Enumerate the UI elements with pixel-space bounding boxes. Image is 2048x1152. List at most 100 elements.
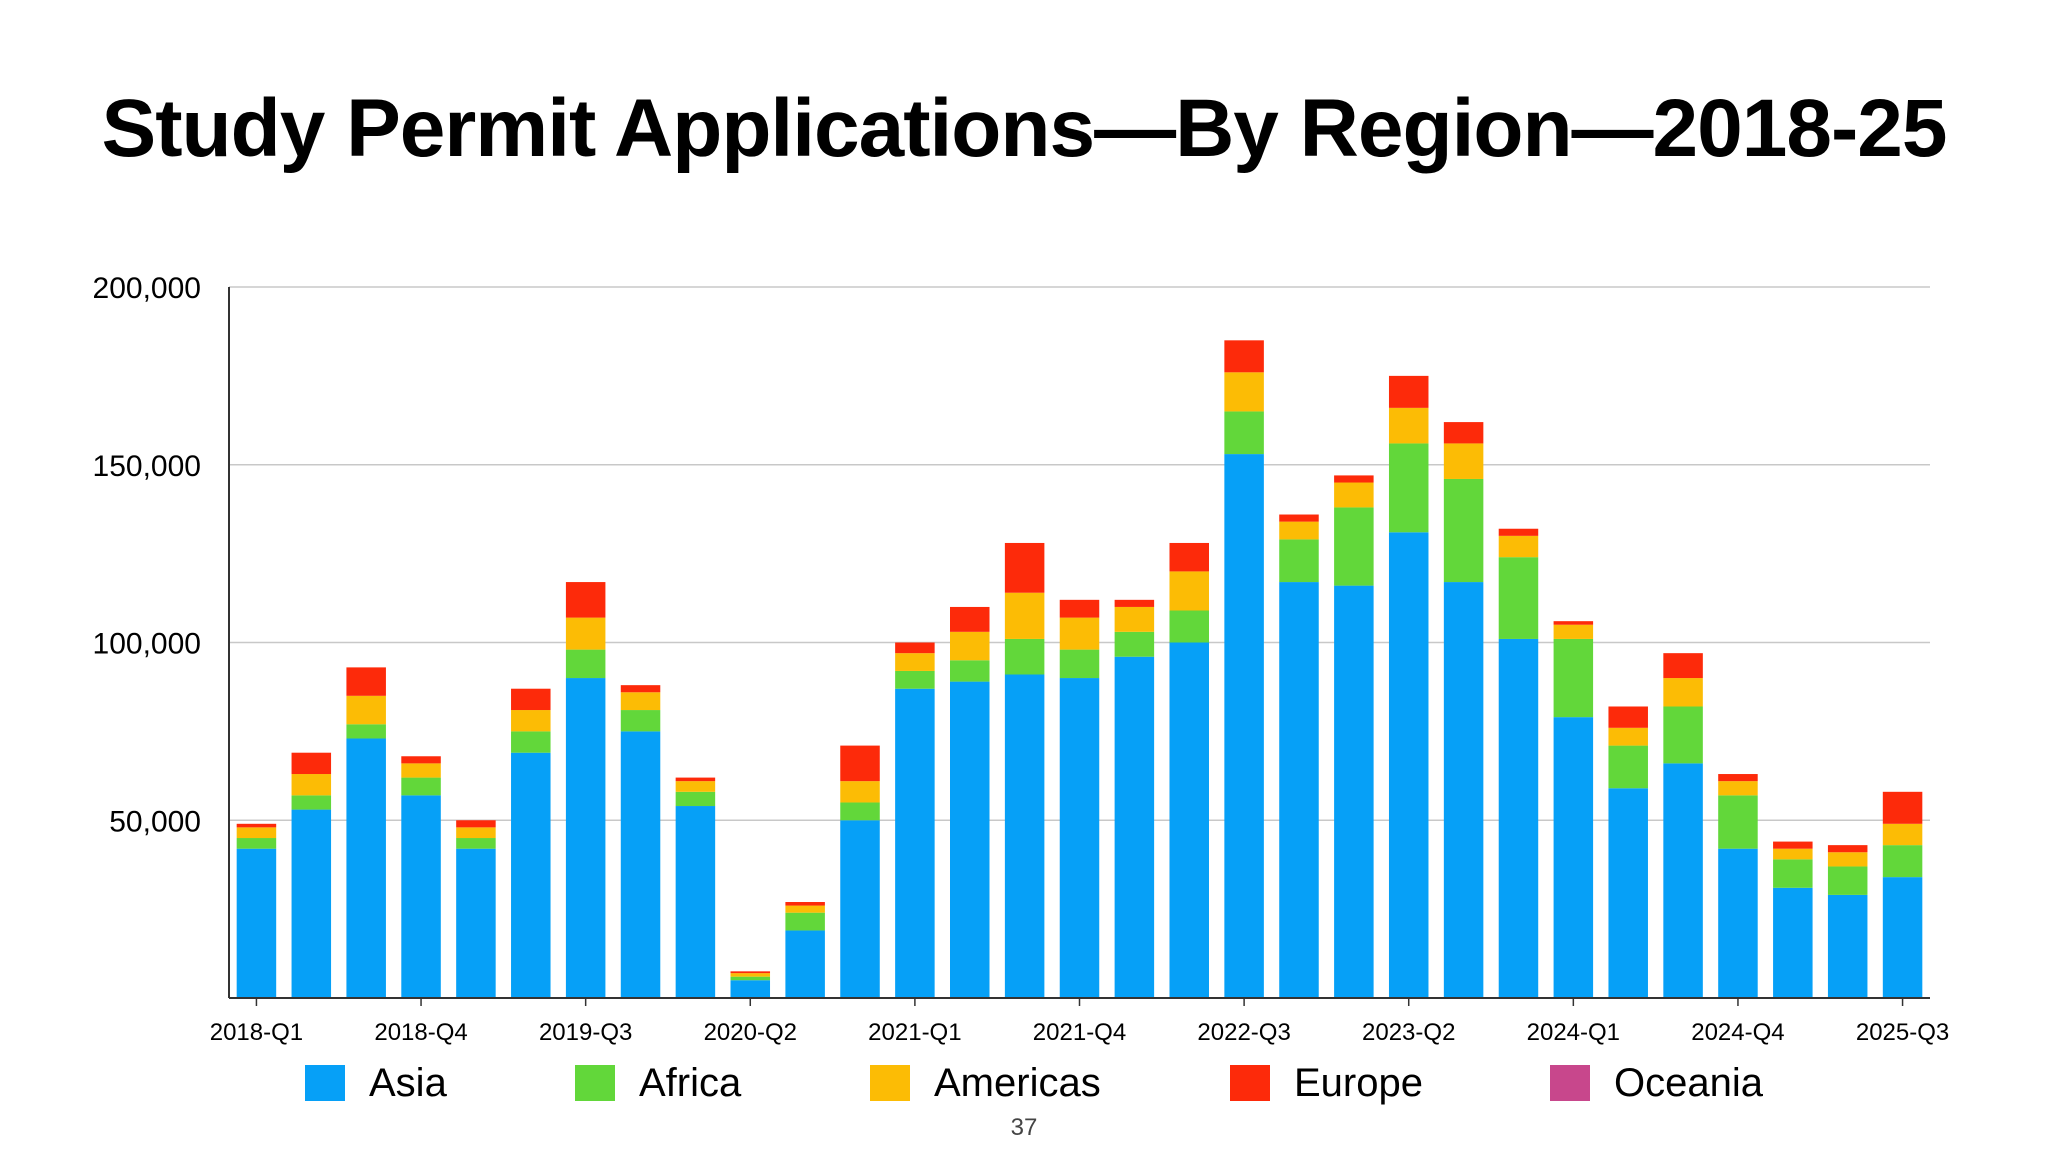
bar-segment-europe: 2020-Q2 Europe: 500 — [730, 971, 771, 974]
bar-segment-americas: 2020-Q3 Americas: 2000 — [785, 905, 825, 913]
bar-segment-europe: 2020-Q3 Europe: 1000 — [785, 902, 825, 906]
bar-segment-africa: 2019-Q3 Africa: 8000 — [565, 649, 606, 679]
x-tick-label: 2019-Q3 — [539, 1019, 632, 1046]
bar-segment-asia: 2018-Q4 Asia: 57000 — [401, 795, 441, 998]
bar-segment-americas: 2018-Q3 Americas: 8000 — [346, 695, 386, 725]
bar-segment-asia: 2022-Q1 Asia: 96000 — [1114, 656, 1155, 998]
bar-segment-africa: 2023-Q3 Africa: 29000 — [1443, 478, 1484, 583]
bar-segment-europe: 2023-Q2 Europe: 9000 — [1388, 375, 1429, 408]
bar-segment-africa: 2021-Q4 Africa: 8000 — [1059, 649, 1100, 679]
bar-segment-asia: 2021-Q3 Asia: 91000 — [1004, 674, 1045, 998]
bar-segment-africa: 2022-Q4 Africa: 12000 — [1279, 539, 1319, 583]
bar-segment-europe: 2019-Q1 Europe: 2000 — [456, 820, 496, 828]
bar-segment-asia: 2018-Q2 Asia: 53000 — [291, 809, 332, 998]
slide-title: Study Permit Applications—By Region—2018… — [101, 83, 1948, 174]
bar-segment-asia: 2019-Q1 Asia: 42000 — [456, 848, 496, 998]
bar-segment-asia: 2022-Q2 Asia: 100000 — [1169, 642, 1209, 998]
bar-segment-africa: 2020-Q1 Africa: 4000 — [675, 791, 716, 807]
bar-segment-africa: 2019-Q1 Africa: 3000 — [456, 838, 496, 849]
bar-segment-americas: 2019-Q4 Americas: 5000 — [620, 692, 661, 711]
bar-segment-asia: 2024-Q3 Asia: 66000 — [1663, 763, 1703, 998]
bar-segment-asia: 2019-Q2 Asia: 69000 — [511, 752, 551, 998]
legend-swatch — [305, 1065, 345, 1101]
bar-segment-americas: 2021-Q2 Americas: 8000 — [950, 631, 990, 661]
bar-segment-americas: 2019-Q3 Americas: 9000 — [565, 617, 606, 650]
legend: Asia Africa Americas Europe Oceania — [305, 1058, 1785, 1108]
legend-item-americas: Americas — [870, 1058, 1101, 1108]
bar-segment-americas: 2025-Q2 Americas: 4000 — [1827, 852, 1868, 867]
bar-segment-americas: 2018-Q2 Americas: 6000 — [291, 774, 332, 796]
x-tick-label: 2018-Q4 — [374, 1019, 467, 1046]
bar-segment-africa: 2021-Q1 Africa: 5000 — [895, 670, 935, 689]
bar-segment-europe: 2024-Q4 Europe: 2000 — [1718, 774, 1758, 782]
bar-segment-asia: 2023-Q3 Asia: 117000 — [1443, 582, 1484, 998]
bar-segment-europe: 2019-Q2 Europe: 6000 — [511, 688, 551, 711]
bar-segment-europe: 2025-Q1 Europe: 2000 — [1773, 841, 1813, 849]
bar-segment-asia: 2020-Q1 Asia: 54000 — [675, 806, 716, 998]
bar-segment-africa: 2025-Q1 Africa: 8000 — [1773, 859, 1813, 888]
bar-segment-africa: 2020-Q2 Africa: 1000 — [730, 976, 771, 981]
y-tick-label: 50,000 — [109, 805, 201, 838]
bar-segment-europe: 2021-Q3 Europe: 14000 — [1004, 542, 1045, 593]
bar-segment-europe: 2020-Q4 Europe: 10000 — [840, 745, 880, 782]
bar-segment-africa: 2022-Q2 Africa: 9000 — [1169, 610, 1209, 643]
bar-segment-europe: 2019-Q3 Europe: 10000 — [565, 582, 606, 618]
legend-swatch — [1230, 1065, 1270, 1101]
x-tick-label: 2018-Q1 — [210, 1019, 303, 1046]
bar-segment-asia: 2020-Q2 Asia: 5000 — [730, 980, 771, 998]
legend-label: Americas — [934, 1060, 1101, 1105]
bar-segment-asia: 2020-Q4 Asia: 50000 — [840, 820, 880, 998]
bar-segment-americas: 2019-Q1 Americas: 3000 — [456, 827, 496, 839]
bar-segment-americas: 2022-Q3 Americas: 11000 — [1224, 372, 1264, 412]
bar-segment-europe: 2023-Q1 Europe: 2000 — [1334, 475, 1374, 483]
bar-segment-europe: 2019-Q4 Europe: 2000 — [620, 685, 661, 693]
bar-segment-americas: 2021-Q1 Americas: 5000 — [895, 653, 935, 671]
bar-segment-asia: 2024-Q2 Asia: 59000 — [1608, 788, 1648, 998]
bar-segment-europe: 2020-Q1 Europe: 1000 — [675, 777, 716, 782]
bar-segment-europe: 2022-Q3 Europe: 9000 — [1224, 340, 1264, 373]
legend-swatch — [870, 1065, 910, 1101]
bar-segment-africa: 2020-Q3 Africa: 5000 — [785, 912, 825, 931]
bar-segment-asia: 2025-Q3 Asia: 34000 — [1882, 877, 1923, 998]
legend-label: Oceania — [1614, 1060, 1763, 1105]
bar-segment-americas: 2023-Q1 Americas: 7000 — [1334, 482, 1374, 508]
bar-segment-africa: 2022-Q3 Africa: 12000 — [1224, 411, 1264, 455]
bar-segment-americas: 2023-Q3 Americas: 10000 — [1443, 443, 1484, 479]
bar-segment-asia: 2021-Q1 Asia: 87000 — [895, 688, 935, 998]
bar-segment-europe: 2021-Q1 Europe: 3000 — [895, 642, 935, 654]
x-tick-label: 2020-Q2 — [704, 1019, 797, 1046]
legend-swatch — [575, 1065, 615, 1101]
legend-item-europe: Europe — [1230, 1058, 1423, 1108]
legend-label: Europe — [1294, 1060, 1423, 1105]
bar-segment-americas: 2020-Q2 Americas: 1000 — [730, 973, 771, 977]
legend-swatch — [1550, 1065, 1590, 1101]
bar-segment-asia: 2021-Q4 Asia: 90000 — [1059, 678, 1100, 998]
bar-segment-asia: 2020-Q3 Asia: 19000 — [785, 930, 825, 998]
bar-segment-europe: 2024-Q1 Europe: 1000 — [1553, 621, 1594, 625]
bar-segment-americas: 2022-Q1 Americas: 7000 — [1114, 606, 1155, 632]
bar-segment-americas: 2020-Q1 Americas: 3000 — [675, 781, 716, 792]
bar-segment-americas: 2020-Q4 Americas: 6000 — [840, 781, 880, 803]
y-axis-tick-labels: 50,000 100,000 150,000 200,000 — [93, 272, 201, 838]
bar-segment-asia: 2019-Q3 Asia: 90000 — [565, 678, 606, 998]
bar-segment-africa: 2020-Q4 Africa: 5000 — [840, 802, 880, 821]
bar-segment-africa: 2023-Q4 Africa: 23000 — [1498, 557, 1539, 639]
bar-segment-europe: 2025-Q2 Europe: 2000 — [1827, 845, 1868, 853]
legend-item-africa: Africa — [575, 1058, 741, 1108]
bar-segment-asia: 2022-Q4 Asia: 117000 — [1279, 582, 1319, 998]
bar-segment-africa: 2025-Q3 Africa: 9000 — [1882, 845, 1923, 878]
bar-segment-americas: 2024-Q1 Americas: 4000 — [1553, 624, 1594, 639]
legend-item-oceania: Oceania — [1550, 1058, 1763, 1108]
bar-segment-americas: 2019-Q2 Americas: 6000 — [511, 710, 551, 732]
legend-label: Africa — [639, 1060, 742, 1105]
bar-segment-africa: 2018-Q1 Africa: 3000 — [236, 838, 277, 849]
bar-segment-americas: 2021-Q3 Americas: 13000 — [1004, 592, 1045, 639]
bar-segment-asia: 2019-Q4 Asia: 75000 — [620, 731, 661, 998]
bar-segment-americas: 2021-Q4 Americas: 9000 — [1059, 617, 1100, 650]
bar-segment-africa: 2021-Q3 Africa: 10000 — [1004, 638, 1045, 675]
bar-segment-europe: 2018-Q4 Europe: 2000 — [401, 756, 441, 764]
y-tick-label: 100,000 — [93, 628, 201, 661]
bar-segment-americas: 2018-Q1 Americas: 3000 — [236, 827, 277, 839]
x-tick-label: 2021-Q4 — [1033, 1019, 1126, 1046]
bar-segment-europe: 2023-Q3 Europe: 6000 — [1443, 422, 1484, 444]
